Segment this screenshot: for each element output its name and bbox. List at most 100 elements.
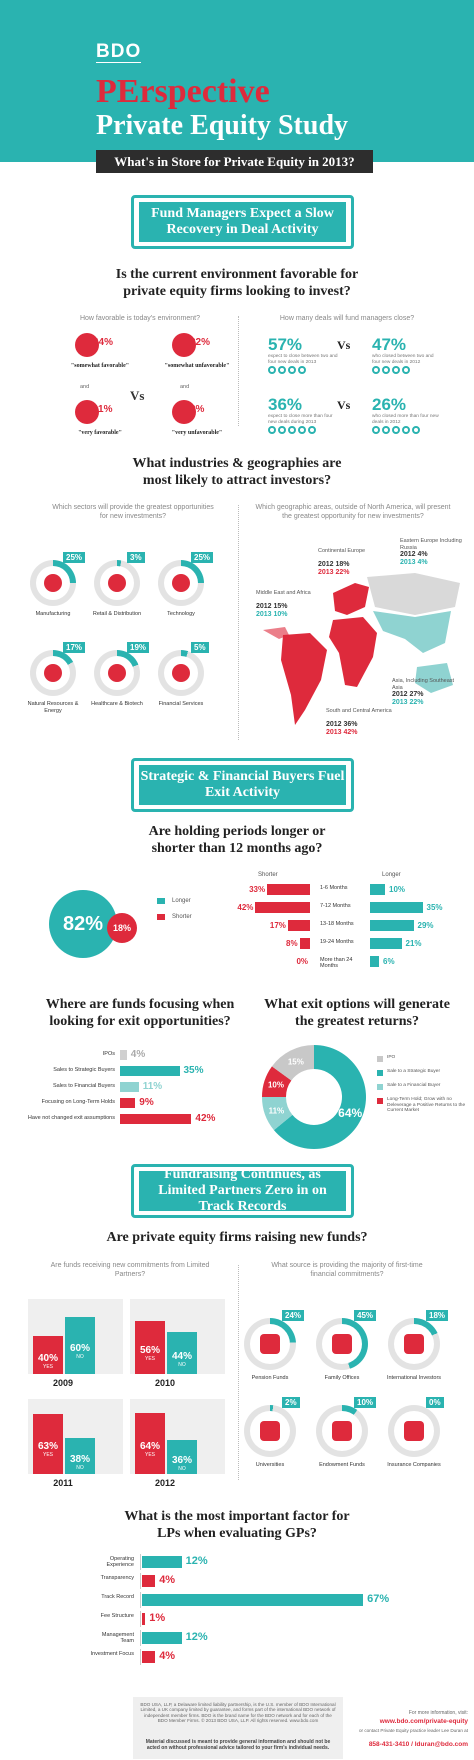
header-band: [0, 0, 474, 162]
source-label: Family Offices: [324, 1375, 360, 1381]
thumbs-down-icon: [172, 400, 196, 424]
deal-ring-icon: [268, 366, 276, 374]
longer-bar: [370, 956, 379, 967]
factor-divider: [140, 1554, 141, 1570]
deal-ring-icon: [392, 426, 400, 434]
fav-label: "somewhat unfavorable": [164, 363, 230, 369]
region-2012: 2012 4%: [400, 551, 428, 558]
sector-label: Natural Resources & Energy: [27, 701, 79, 714]
deal-ring-icon: [382, 426, 390, 434]
focus-pct: 11%: [142, 1081, 163, 1092]
yes-label: YES: [42, 1364, 53, 1371]
donut-slice: [271, 1045, 314, 1081]
yes-bar: [33, 1414, 63, 1474]
region-name: Asia, Including Southeast Asia: [392, 678, 455, 691]
longer-bar: [370, 884, 385, 895]
yes-pct: 40%: [37, 1353, 58, 1365]
factor-divider: [140, 1630, 141, 1646]
eastern-europe-shape: [367, 573, 460, 615]
sector-label: Technology: [167, 611, 195, 617]
donut-label: 11%: [269, 1107, 285, 1116]
factor-label: Track Record: [101, 1594, 134, 1600]
donut-label: 10%: [268, 1081, 284, 1090]
yes-label: YES: [42, 1452, 53, 1459]
no-bar: [65, 1317, 95, 1374]
section3-question: Are holding periods longer or shorter th…: [148, 824, 326, 856]
factor-pct: 4%: [159, 1574, 176, 1586]
returns-label: Long-Term Hold; Grow with no Deleverage …: [387, 1097, 466, 1113]
returns-label: Sale to a Financial Buyer: [387, 1083, 441, 1088]
factor-pct: 1%: [149, 1612, 166, 1624]
footer-url[interactable]: www.bdo.com/private-equity: [379, 1718, 468, 1725]
source-pct: 45%: [354, 1310, 377, 1321]
shorter-pct: 42%: [237, 903, 254, 912]
source-pct: 24%: [282, 1310, 305, 1321]
footer-contact[interactable]: 858-431-3410 / lduran@bdo.com: [368, 1741, 468, 1748]
factor-bar: [142, 1594, 364, 1606]
shorter-bar: [287, 920, 310, 931]
fav-label: "somewhat favorable": [70, 363, 130, 369]
footer-legal-box: BDO USA, LLP, a Delaware limited liabili…: [133, 1697, 343, 1759]
focus-label: Have not changed exit assumptions: [27, 1115, 115, 1121]
deal-ring-icon: [308, 426, 316, 434]
deal-ring-icon: [412, 426, 420, 434]
footer-disclaimer: Material discussed is meant to provide g…: [145, 1739, 331, 1751]
region-2012: 2012 36%: [326, 721, 358, 728]
vs-label: Vs: [130, 388, 145, 403]
factor-label: Transparency: [100, 1575, 134, 1581]
donut-label: 64%: [338, 1106, 362, 1120]
longer-pct: 6%: [383, 957, 395, 966]
region-2012: 2012 18%: [318, 561, 350, 568]
thumbs-up-icon: [75, 333, 99, 357]
contact-label: or contact Private Equity practice leade…: [358, 1728, 468, 1733]
fav-pct: 22%: [190, 337, 211, 348]
shorter-bar: [299, 938, 310, 949]
deal-vs: Vs: [337, 398, 351, 412]
yes-label: YES: [144, 1355, 155, 1362]
world-map: [263, 573, 460, 725]
deal-left-label: expect to close more than four new deals…: [268, 414, 333, 425]
focus-pct: 42%: [195, 1113, 216, 1124]
focus-pct: 4%: [130, 1049, 146, 1060]
sector-label: Retail & Distribution: [92, 611, 142, 617]
period-label: 13-18 Months: [320, 921, 354, 927]
longer-pct: 21%: [405, 939, 422, 948]
source-pct: 18%: [426, 1310, 449, 1321]
longer-pct: 10%: [389, 885, 406, 894]
factor-bar: [142, 1651, 156, 1663]
legend-shorter-swatch: [157, 914, 165, 920]
section2-question: What industries & geographies are most l…: [132, 456, 342, 488]
shorter-pct: 8%: [286, 939, 298, 948]
factor-label: Operating Experience: [106, 1556, 134, 1568]
family-icon: [332, 1334, 352, 1354]
deal-left-pct: 57%: [268, 335, 303, 354]
deal-ring-icon: [372, 426, 380, 434]
divider: [238, 505, 239, 740]
shorter-pct: 0%: [296, 957, 308, 966]
section1-banner-text: Fund Managers Expect a Slow Recovery in …: [139, 202, 346, 242]
region-name: Eastern Europe Including Russia: [400, 538, 462, 551]
deal-ring-icon: [402, 426, 410, 434]
col-longer-header: Longer: [382, 872, 401, 878]
deal-ring-icon: [288, 426, 296, 434]
favorable-heading: How favorable is today's environment?: [79, 315, 200, 322]
yes-bar: [135, 1320, 165, 1374]
deal-right-pct: 26%: [372, 395, 407, 414]
returns-swatch: [377, 1098, 383, 1104]
factor-bar: [142, 1613, 146, 1625]
deal-right-label: who closed more than four new deals in 2…: [372, 414, 439, 425]
no-label: NO: [178, 1362, 186, 1368]
section4-question: Are private equity firms raising new fun…: [106, 1230, 368, 1245]
and-label: and: [180, 384, 190, 390]
source-label: Pension Funds: [251, 1375, 289, 1381]
basket-icon: [108, 574, 126, 592]
more-info-label: For more information, visit:: [408, 1710, 468, 1716]
sector-pct: 5%: [191, 642, 209, 653]
source-label: Endowment Funds: [319, 1462, 365, 1468]
period-label: 7-12 Months: [320, 903, 351, 909]
study-title: Private Equity Study: [96, 110, 349, 141]
geo-heading: Which geographic areas, outside of North…: [255, 504, 451, 520]
returns-swatch: [377, 1084, 383, 1090]
source-label: Universities: [255, 1462, 285, 1468]
sector-label: Manufacturing: [35, 611, 71, 617]
